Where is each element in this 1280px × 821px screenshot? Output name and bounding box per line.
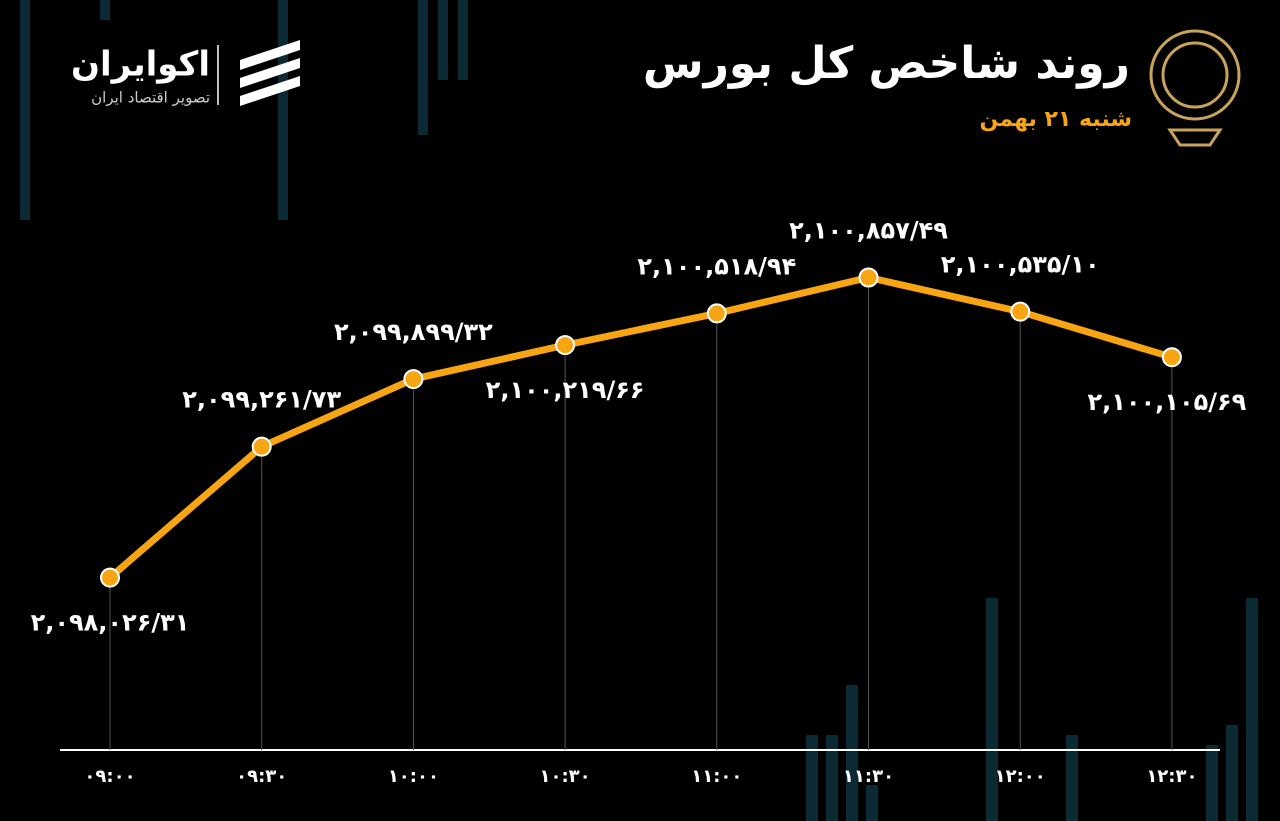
exchange-emblem [1149,29,1241,147]
point [251,436,272,457]
value-label: ۲,۱۰۰,۱۰۵/۶۹ [1087,388,1246,416]
value-label: ۲,۰۹۹,۲۶۱/۷۳ [182,386,341,414]
decor [20,0,1258,821]
point [1161,347,1182,368]
x-tick-label: ۱۲:۰۰ [995,766,1046,787]
point [100,567,120,588]
point [403,369,424,390]
chart-title: روند شاخص کل بورس [643,38,1130,89]
point [1010,301,1031,322]
x-tick-label: ۱۱:۳۰ [843,766,894,787]
x-tick-label: ۰۹:۰۰ [84,766,135,787]
value-label: ۲,۰۹۹,۸۹۹/۳۲ [334,318,493,346]
x-tick-label: ۱۰:۰۰ [388,766,439,787]
value-label: ۲,۱۰۰,۵۳۵/۱۰ [941,251,1100,279]
line [107,274,1173,581]
value-label: ۲,۱۰۰,۵۱۸/۹۴ [637,252,796,280]
chart-subtitle: شنبه ۲۱ بهمن [980,107,1132,132]
value-label: ۲,۱۰۰,۸۵۷/۴۹ [789,217,948,245]
point [858,267,879,288]
x-tick-label: ۰۹:۳۰ [236,766,287,787]
brand-tagline: تصویر اقتصاد ایران [91,89,210,107]
brand-name: اکوایران [71,45,210,85]
value-label: ۲,۱۰۰,۲۱۹/۶۶ [486,376,645,404]
logo [217,40,300,106]
point [706,303,727,324]
value-label: ۲,۰۹۸,۰۲۶/۳۱ [31,609,190,637]
x-tick-label: ۱۲:۳۰ [1146,766,1197,787]
point [555,335,576,356]
x-tick-label: ۱۱:۰۰ [691,766,742,787]
x-tick-label: ۱۰:۳۰ [540,766,591,787]
